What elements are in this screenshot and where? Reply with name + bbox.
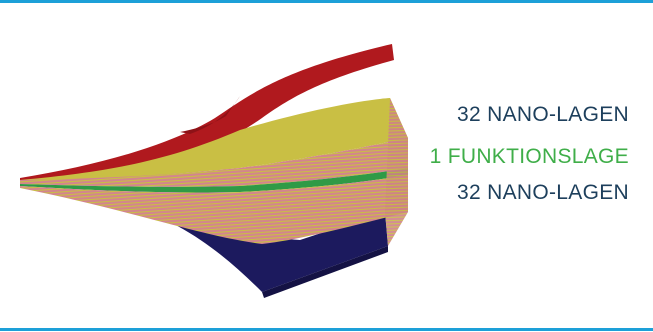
bottom-substrate-sheet (92, 196, 388, 292)
upper-layers-label: 32 NANO-LAGEN (457, 103, 629, 126)
upper-nano-layers (20, 138, 408, 187)
functional-layer-label: 1 FUNKTIONSLAGE (429, 145, 629, 168)
functional-layer (20, 168, 408, 193)
bottom-rule (0, 328, 653, 331)
top-rule (0, 0, 653, 3)
lower-nano-layers (20, 175, 408, 244)
bottom-substrate-edge (262, 246, 388, 298)
stack-side-face (385, 98, 408, 246)
top-cover-sheet (20, 44, 394, 181)
stack-top-face (20, 98, 408, 182)
lower-layers-label: 32 NANO-LAGEN (457, 181, 629, 204)
